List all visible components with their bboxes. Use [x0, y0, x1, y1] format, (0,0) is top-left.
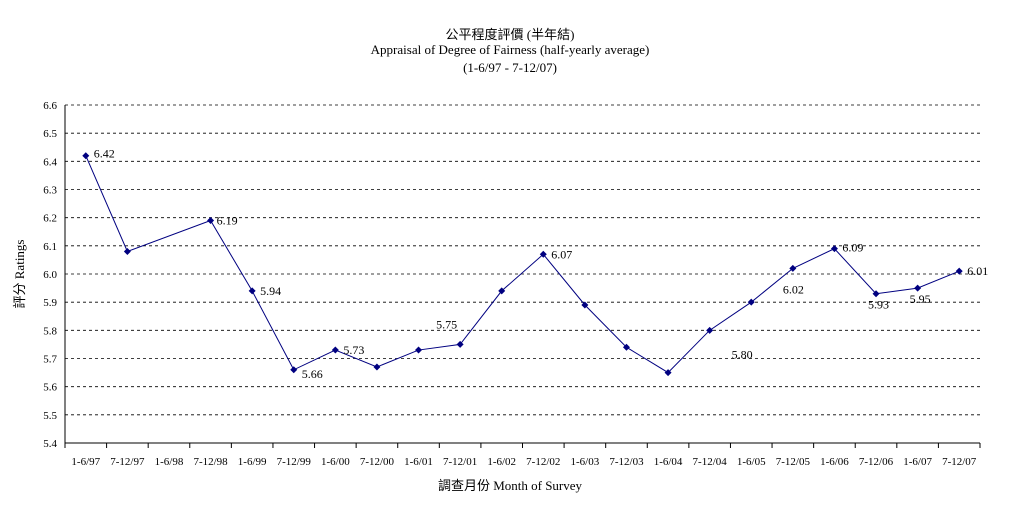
series-line [85, 155, 960, 374]
chart-title: Appraisal of Degree of Fairness (half-ye… [370, 42, 650, 57]
data-point [331, 346, 339, 354]
data-label: 5.94 [260, 284, 281, 298]
data-point [955, 267, 963, 275]
data-point [123, 247, 131, 255]
data-point [664, 369, 672, 377]
y-tick-label: 5.9 [43, 297, 57, 309]
data-point [290, 366, 298, 374]
data-point [706, 326, 714, 334]
data-point [830, 245, 838, 253]
data-point [373, 363, 381, 371]
chart-subtitle: (1-6/97 - 7-12/07) [463, 60, 557, 75]
x-tick-label: 1-6/03 [571, 456, 600, 468]
x-tick-label: 1-6/05 [737, 456, 766, 468]
data-label: 5.73 [343, 343, 364, 357]
x-tick-label: 7-12/05 [776, 456, 811, 468]
y-tick-label: 6.4 [43, 156, 57, 168]
data-point [82, 152, 90, 160]
data-label: 5.75 [436, 317, 457, 331]
data-point [456, 340, 464, 348]
x-tick-label: 7-12/03 [609, 456, 644, 468]
x-tick-label: 1-6/01 [404, 456, 433, 468]
x-tick-label: 1-6/97 [71, 456, 100, 468]
data-label: 6.01 [967, 264, 988, 278]
x-axis-label: 調查月份 Month of Survey [438, 478, 583, 493]
data-label: 6.02 [783, 282, 804, 296]
data-point [622, 343, 630, 351]
x-tick-label: 7-12/01 [443, 456, 477, 468]
data-label: 6.07 [551, 247, 572, 261]
x-tick-label: 7-12/02 [526, 456, 560, 468]
x-tick-label: 1-6/98 [155, 456, 184, 468]
y-tick-label: 6.3 [43, 185, 57, 197]
data-label: 5.80 [732, 347, 753, 361]
data-point [415, 346, 423, 354]
data-label: 6.42 [94, 147, 115, 161]
x-tick-label: 7-12/00 [360, 456, 395, 468]
data-point [539, 250, 547, 258]
x-tick-label: 7-12/97 [110, 456, 145, 468]
data-label: 5.66 [302, 367, 323, 381]
data-point [581, 301, 589, 309]
y-tick-label: 6.2 [43, 213, 57, 225]
data-point [248, 287, 256, 295]
data-point [914, 284, 922, 292]
data-label: 6.09 [842, 241, 863, 255]
x-tick-label: 1-6/00 [321, 456, 350, 468]
x-tick-label: 7-12/98 [193, 456, 228, 468]
x-tick-label: 1-6/99 [238, 456, 267, 468]
y-axis-label: 評分 Ratings [12, 240, 27, 309]
data-point [498, 287, 506, 295]
y-tick-label: 6.6 [43, 100, 57, 112]
x-tick-label: 7-12/07 [942, 456, 977, 468]
y-tick-label: 5.7 [43, 354, 57, 366]
x-tick-label: 7-12/06 [859, 456, 894, 468]
x-tick-label: 1-6/04 [654, 456, 683, 468]
data-label: 6.19 [217, 213, 238, 227]
x-tick-label: 7-12/04 [693, 456, 728, 468]
data-point [207, 216, 215, 224]
x-tick-label: 7-12/99 [277, 456, 312, 468]
x-tick-label: 1-6/06 [820, 456, 849, 468]
y-tick-label: 5.6 [43, 382, 57, 394]
x-tick-label: 1-6/07 [903, 456, 932, 468]
data-label: 5.95 [910, 292, 931, 306]
data-point [747, 298, 755, 306]
y-tick-label: 5.8 [43, 325, 57, 337]
data-label: 5.93 [868, 298, 889, 312]
y-tick-label: 5.5 [43, 410, 57, 422]
y-tick-label: 5.4 [43, 438, 57, 450]
y-tick-label: 6.1 [43, 241, 57, 253]
y-tick-label: 6.5 [43, 128, 57, 140]
chart-title-zh: 公平程度評價 (半年結) [445, 27, 575, 42]
x-tick-label: 1-6/02 [487, 456, 516, 468]
data-point [872, 290, 880, 298]
data-point [789, 264, 797, 272]
y-tick-label: 6.0 [43, 269, 57, 281]
